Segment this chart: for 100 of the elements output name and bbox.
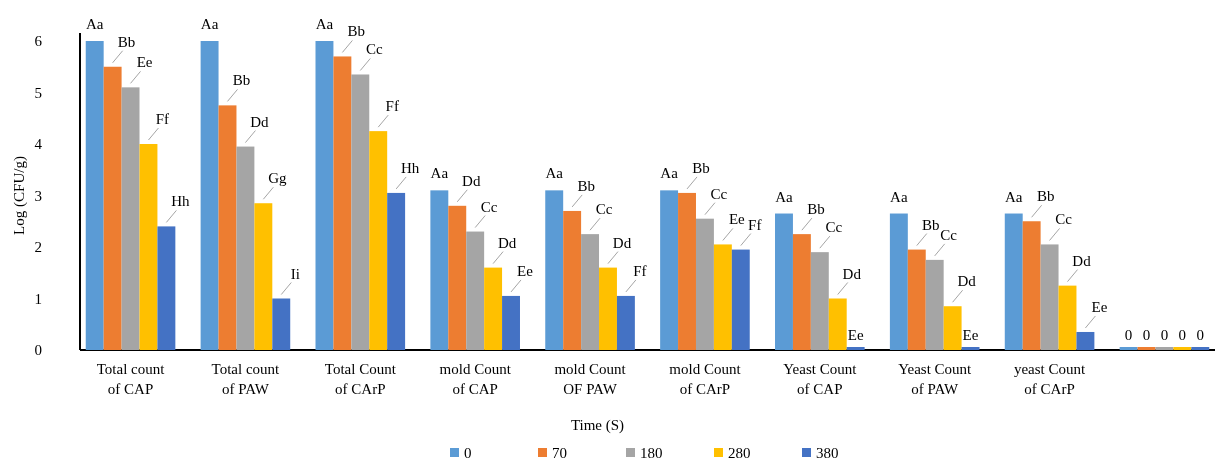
data-label: Bb <box>807 201 825 218</box>
data-label: Aa <box>890 188 908 205</box>
bar <box>351 74 370 350</box>
data-label: Bb <box>347 23 366 40</box>
bar <box>272 298 291 350</box>
data-label: 0 <box>1124 327 1133 343</box>
bar <box>139 144 158 350</box>
data-label: Aa <box>315 16 334 32</box>
data-label: Cc <box>710 185 728 202</box>
data-label: Ff <box>748 216 762 233</box>
bar <box>695 218 714 350</box>
bar <box>103 66 122 350</box>
bar <box>387 192 406 350</box>
data-label: Aa <box>775 188 794 205</box>
bar <box>466 231 485 350</box>
x-tick-label: Yeast Count of CAP <box>783 361 858 397</box>
bar <box>563 210 582 350</box>
data-label: Ff <box>385 98 399 115</box>
bar <box>1040 244 1059 350</box>
data-label: Aa <box>1004 188 1023 205</box>
y-tick-label: 0 <box>34 342 42 359</box>
bar <box>907 249 926 350</box>
bar <box>502 295 520 350</box>
data-label: Cc <box>595 201 613 218</box>
bar <box>925 259 944 350</box>
data-label: Bb <box>232 72 251 89</box>
data-label: Ff <box>155 111 170 127</box>
bar <box>775 213 793 350</box>
data-label: Ee <box>1091 298 1108 315</box>
y-tick-label: 4 <box>34 136 43 153</box>
bar <box>157 226 176 350</box>
data-label: Ee <box>136 54 153 71</box>
x-axis-title: Time (S) <box>570 417 625 434</box>
bar <box>678 192 696 350</box>
data-label: Ee <box>517 262 534 279</box>
bar <box>961 347 980 350</box>
data-label: Bb <box>692 159 710 176</box>
data-label: Aa <box>545 165 564 182</box>
data-label: Ee <box>962 327 979 343</box>
data-label: Dd <box>842 265 862 282</box>
bar <box>430 190 449 350</box>
bar <box>660 190 679 350</box>
bar <box>889 213 908 350</box>
data-label: Gg <box>268 170 288 187</box>
x-tick-label: Yeast Count of PAW <box>898 361 973 397</box>
data-label: Bb <box>577 177 595 194</box>
bar <box>1004 213 1023 350</box>
y-tick-label: 5 <box>34 84 42 101</box>
bar <box>369 131 388 350</box>
y-axis-title: Log (CFU/g) <box>11 156 28 235</box>
bar <box>731 249 750 350</box>
bar <box>545 190 564 350</box>
x-tick-label: mold Count OF PAW <box>554 361 627 397</box>
bar <box>1173 347 1192 350</box>
bar <box>1191 347 1210 350</box>
data-label: Aa <box>200 16 219 32</box>
x-tick-label: Total count of CAP <box>96 361 166 397</box>
bar <box>810 252 829 350</box>
data-label: Aa <box>430 165 449 182</box>
bar <box>1076 331 1095 350</box>
bar <box>1022 221 1041 350</box>
data-label: Cc <box>940 226 958 243</box>
x-tick-label: Total count of PAW <box>211 361 281 397</box>
y-tick-label: 2 <box>34 239 42 256</box>
bar <box>943 306 962 350</box>
bar <box>616 295 635 350</box>
data-label: 0 <box>1196 327 1205 343</box>
bar <box>484 267 503 350</box>
data-label: 0 <box>1160 327 1169 343</box>
x-tick-label: mold Count of CAP <box>439 361 512 397</box>
data-label: Aa <box>85 16 104 32</box>
data-label: Hh <box>171 193 191 210</box>
data-label: Cc <box>365 41 383 58</box>
bar <box>713 244 732 350</box>
bar <box>218 105 237 350</box>
bar <box>599 267 617 350</box>
data-label: Ee <box>728 211 746 228</box>
bar <box>1119 347 1138 350</box>
data-label: Dd <box>497 234 517 251</box>
legend-label: 180 <box>640 445 663 461</box>
y-tick-label: 1 <box>34 290 42 307</box>
legend-label: 380 <box>816 445 839 461</box>
legend-label: 0 <box>464 445 472 461</box>
bar <box>1058 285 1077 350</box>
bar <box>315 41 334 350</box>
bar <box>1137 347 1156 350</box>
data-label: Dd <box>612 234 632 251</box>
bar <box>846 347 865 350</box>
y-tick-label: 3 <box>34 187 42 204</box>
data-label: Dd <box>957 273 977 290</box>
y-tick-label: 6 <box>34 33 43 50</box>
data-label: 0 <box>1142 327 1151 343</box>
data-label: Dd <box>1072 252 1092 269</box>
data-label: Ii <box>290 265 300 282</box>
bar <box>828 298 847 350</box>
data-label: 0 <box>1178 327 1187 343</box>
bar <box>333 56 352 350</box>
bar <box>792 234 811 350</box>
data-label: Cc <box>1055 211 1073 228</box>
data-label: Hh <box>400 159 420 176</box>
